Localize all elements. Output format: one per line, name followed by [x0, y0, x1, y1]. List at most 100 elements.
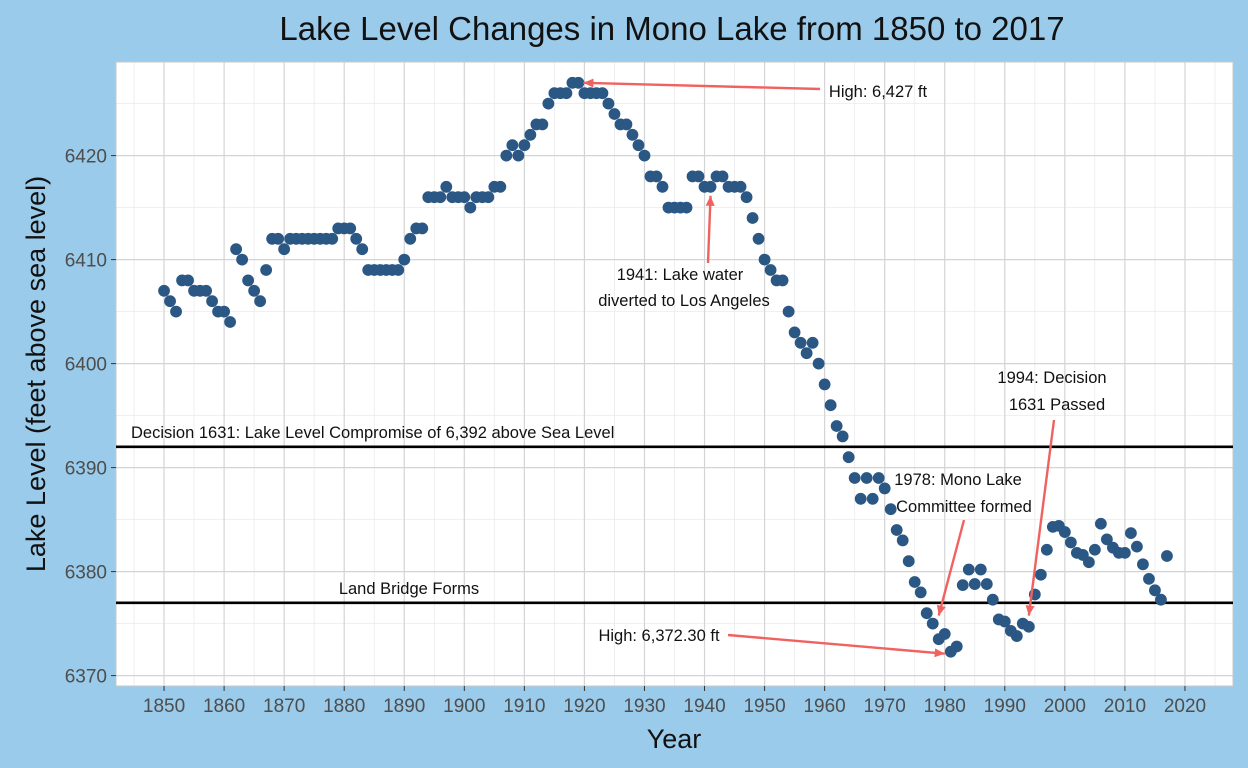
- data-point: [1119, 546, 1131, 559]
- y-tick-label: 6380: [65, 563, 107, 584]
- data-point: [956, 579, 969, 592]
- x-tick-label: 1890: [383, 696, 425, 717]
- annotation-label: 1631 Passed: [1009, 396, 1105, 414]
- x-tick-label: 1960: [803, 696, 845, 717]
- x-tick-label: 1870: [263, 696, 305, 717]
- data-point: [344, 222, 357, 235]
- data-point: [500, 149, 513, 162]
- data-point: [794, 336, 807, 349]
- annotation-arrow-line: [706, 195, 712, 264]
- data-point: [974, 563, 987, 576]
- data-point: [1125, 527, 1137, 540]
- data-point: [1082, 556, 1095, 569]
- data-point: [560, 87, 573, 100]
- annotation-arrow-head: [1025, 605, 1035, 616]
- data-point: [494, 180, 507, 193]
- data-point: [836, 430, 849, 443]
- x-tick-label: 1940: [683, 696, 725, 717]
- data-point: [692, 170, 705, 183]
- data-point: [878, 482, 891, 495]
- data-point: [980, 578, 993, 590]
- x-tick-label: 1880: [323, 696, 365, 717]
- data-point: [872, 472, 885, 484]
- data-point: [350, 232, 363, 245]
- data-point: [524, 128, 537, 141]
- data-point: [716, 170, 729, 183]
- reference-line-label: Decision 1631: Lake Level Compromise of …: [131, 424, 614, 442]
- y-tick-label: 6390: [65, 459, 107, 480]
- annotation-arrow-line: [1027, 419, 1056, 616]
- data-point: [1161, 550, 1173, 562]
- data-point: [278, 243, 291, 256]
- annotation-label: High: 6,427 ft: [829, 83, 928, 101]
- annotation-label: Committee formed: [896, 498, 1032, 516]
- data-point: [1131, 540, 1143, 553]
- data-point: [818, 378, 831, 391]
- y-tick-label: 6370: [65, 667, 107, 688]
- y-tick-label: 6420: [65, 147, 107, 168]
- data-point: [536, 118, 549, 131]
- data-point: [902, 555, 915, 568]
- data-point: [842, 451, 855, 464]
- y-tick-label: 6400: [65, 355, 107, 376]
- data-point: [542, 97, 555, 110]
- annotation-label: High: 6,372.30 ft: [598, 627, 719, 645]
- x-axis-title: Year: [647, 724, 702, 754]
- data-point: [326, 232, 339, 245]
- data-point: [596, 87, 609, 100]
- x-tick-label: 1900: [443, 696, 485, 717]
- data-point: [812, 357, 825, 370]
- data-point: [434, 191, 447, 204]
- data-point: [650, 170, 663, 183]
- data-point: [704, 180, 717, 193]
- data-point: [848, 472, 861, 484]
- data-point: [218, 305, 230, 318]
- data-point: [248, 284, 261, 297]
- annotation-arrow-head: [705, 195, 715, 206]
- annotation-label: 1941: Lake water: [617, 266, 744, 284]
- data-point: [602, 97, 615, 110]
- y-tick-label: 6410: [65, 251, 107, 272]
- data-point: [920, 607, 933, 620]
- data-point: [206, 295, 218, 308]
- data-point: [788, 326, 801, 339]
- data-point: [962, 563, 975, 576]
- data-point: [968, 578, 981, 590]
- annotation-arrow-line: [727, 633, 945, 655]
- data-point: [626, 128, 639, 141]
- x-tick-label: 1850: [143, 696, 185, 717]
- data-point: [764, 264, 777, 276]
- x-tick-label: 1860: [203, 696, 245, 717]
- annotation-arrow-line: [583, 81, 821, 91]
- data-point: [680, 201, 693, 214]
- data-point: [938, 628, 951, 640]
- data-point: [164, 295, 176, 308]
- data-point: [482, 191, 495, 204]
- x-tick-label: 2010: [1104, 696, 1146, 717]
- data-point: [260, 264, 273, 276]
- data-point: [170, 305, 182, 318]
- data-point: [620, 118, 633, 131]
- data-point: [182, 274, 194, 287]
- grid-lines: [115, 61, 1234, 687]
- data-point: [1022, 620, 1035, 633]
- annotation-arrow-head: [583, 78, 594, 88]
- data-point: [758, 253, 771, 266]
- data-point: [854, 492, 867, 505]
- data-point: [356, 243, 369, 256]
- data-point: [1034, 568, 1047, 581]
- data-point: [914, 586, 927, 599]
- data-point: [752, 232, 765, 245]
- data-point: [986, 593, 999, 606]
- data-point: [890, 524, 903, 536]
- data-point: [1040, 543, 1053, 556]
- data-point: [1143, 572, 1155, 585]
- data-point: [782, 305, 795, 318]
- data-point: [404, 232, 417, 245]
- data-point: [824, 399, 837, 412]
- data-point: [1010, 630, 1023, 642]
- data-point: [1100, 533, 1113, 546]
- data-point: [884, 503, 897, 516]
- data-point: [1088, 543, 1101, 556]
